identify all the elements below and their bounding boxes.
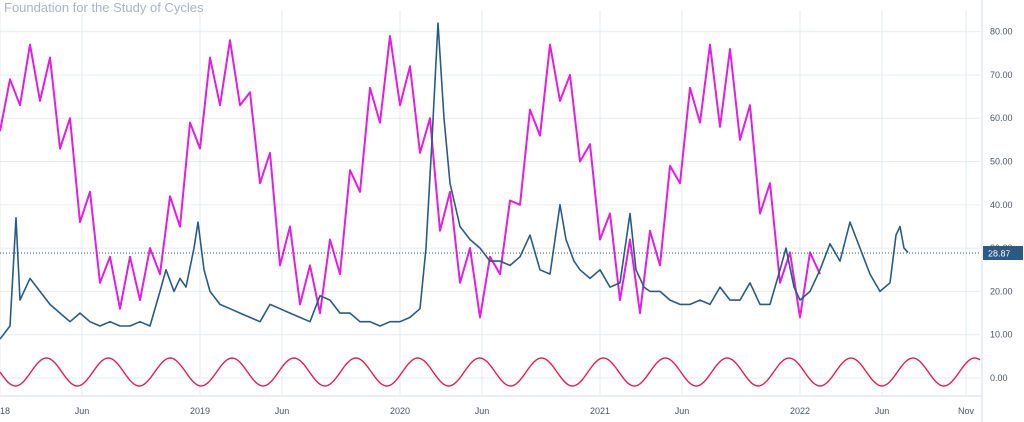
y-tick-label: 50.00: [990, 157, 1013, 167]
series-line-0: [0, 22, 909, 340]
x-tick-label: 2019: [190, 406, 210, 416]
oscillator-line: [0, 357, 981, 387]
x-tick-label: Jun: [875, 406, 890, 416]
grid-lines: [0, 10, 980, 395]
last-value-badge: [983, 246, 1023, 261]
chart-title: Foundation for the Study of Cycles: [4, 0, 204, 15]
x-tick-label: Jun: [275, 406, 290, 416]
x-tick-label: Jun: [675, 406, 690, 416]
y-tick-label: 10.00: [990, 330, 1013, 340]
x-tick-label: 2022: [790, 406, 810, 416]
y-tick-label: 60.00: [990, 113, 1013, 123]
series-line-1: [0, 35, 821, 319]
y-tick-label: 40.00: [990, 200, 1013, 210]
x-tick-label: Jun: [75, 406, 90, 416]
last-value-label: 28.87: [988, 249, 1011, 259]
x-tick-label: 2020: [390, 406, 410, 416]
x-tick-label: Jun: [475, 406, 490, 416]
y-tick-label: 70.00: [990, 70, 1013, 80]
y-tick-label: 20.00: [990, 286, 1013, 296]
y-tick-label: 30.00: [990, 243, 1013, 253]
x-tick-label: Nov: [958, 406, 975, 416]
x-tick-label: 2018: [0, 406, 10, 416]
y-tick-label: 0.00: [990, 373, 1008, 383]
x-tick-label: 2021: [590, 406, 610, 416]
y-tick-label: 80.00: [990, 27, 1013, 37]
